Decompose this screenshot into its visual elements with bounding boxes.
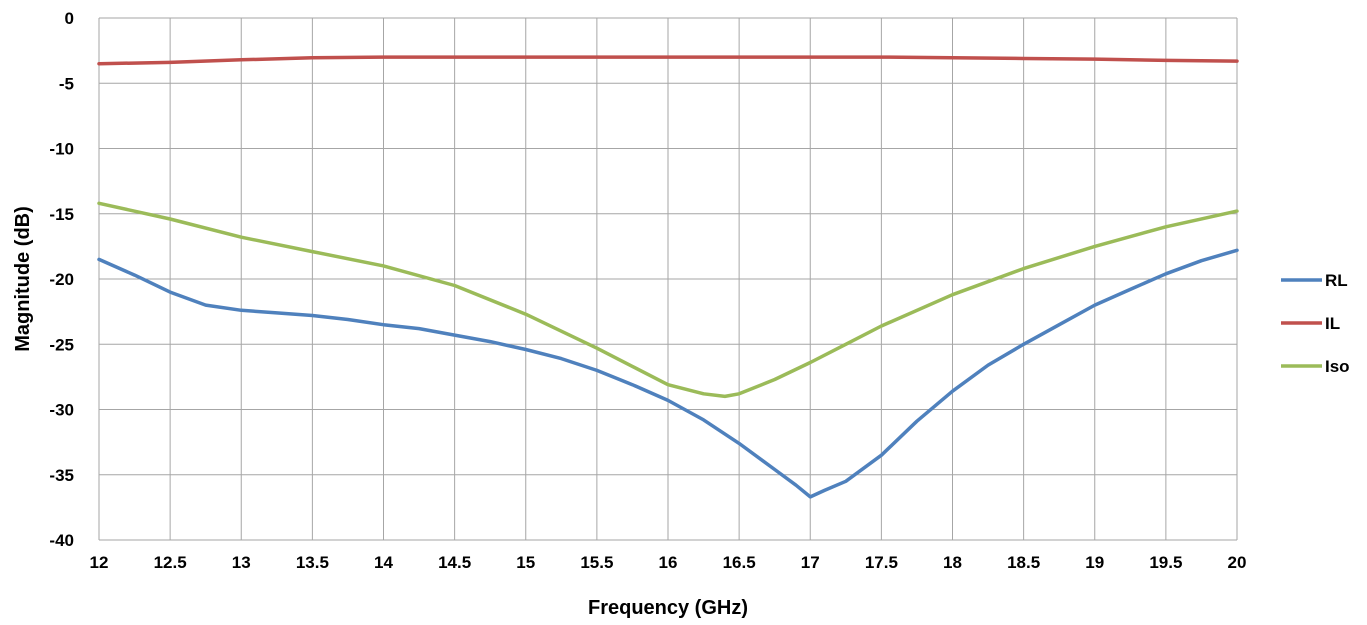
x-tick-label: 12.5 (154, 553, 187, 572)
x-tick-label: 12 (90, 553, 109, 572)
y-tick-label: -20 (49, 270, 74, 289)
legend: RL IL Iso (1281, 271, 1350, 376)
x-tick-label: 20 (1228, 553, 1247, 572)
y-tick-label: -5 (59, 74, 74, 93)
legend-label-rl: RL (1325, 271, 1348, 290)
x-tick-label: 15 (516, 553, 535, 572)
series-lines (97, 55, 1239, 499)
y-tick-label: -35 (49, 466, 74, 485)
legend-label-iso: Iso (1325, 357, 1350, 376)
x-tick-label: 18.5 (1007, 553, 1040, 572)
y-tick-label: -25 (49, 335, 74, 354)
series-line-iso (97, 201, 1239, 399)
grid-lines (98, 17, 1238, 541)
x-tick-labels: 12 12.5 13 13.5 14 14.5 15 15.5 16 16.5 17 17.5 18 18… (90, 553, 1247, 572)
x-tick-label: 13.5 (296, 553, 329, 572)
y-tick-labels: 0 -5 -10 -15 -20 -25 -30 -35 -40 (49, 9, 74, 550)
x-tick-label: 13 (232, 553, 251, 572)
x-tick-label: 19.5 (1149, 553, 1182, 572)
x-tick-label: 16.5 (723, 553, 756, 572)
x-tick-label: 19 (1085, 553, 1104, 572)
series-line-rl (97, 248, 1239, 499)
y-tick-label: -40 (49, 531, 74, 550)
x-tick-label: 16 (659, 553, 678, 572)
x-tick-label: 18 (943, 553, 962, 572)
legend-label-il: IL (1325, 314, 1340, 333)
y-tick-label: 0 (65, 9, 74, 28)
x-tick-label: 14.5 (438, 553, 471, 572)
x-tick-label: 15.5 (580, 553, 613, 572)
x-tick-label: 17.5 (865, 553, 898, 572)
y-tick-label: -30 (49, 401, 74, 420)
x-tick-label: 17 (801, 553, 820, 572)
series-line-il (97, 55, 1239, 66)
x-axis-title: Frequency (GHz) (588, 597, 748, 619)
x-tick-label: 14 (374, 553, 393, 572)
y-tick-label: -15 (49, 205, 74, 224)
y-tick-label: -10 (49, 140, 74, 159)
y-axis-title: Magnitude (dB) (12, 206, 34, 352)
